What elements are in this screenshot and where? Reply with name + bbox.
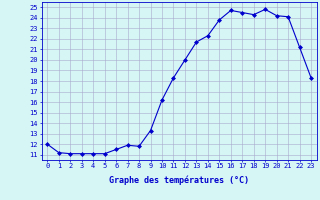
X-axis label: Graphe des températures (°C): Graphe des températures (°C) (109, 175, 249, 185)
